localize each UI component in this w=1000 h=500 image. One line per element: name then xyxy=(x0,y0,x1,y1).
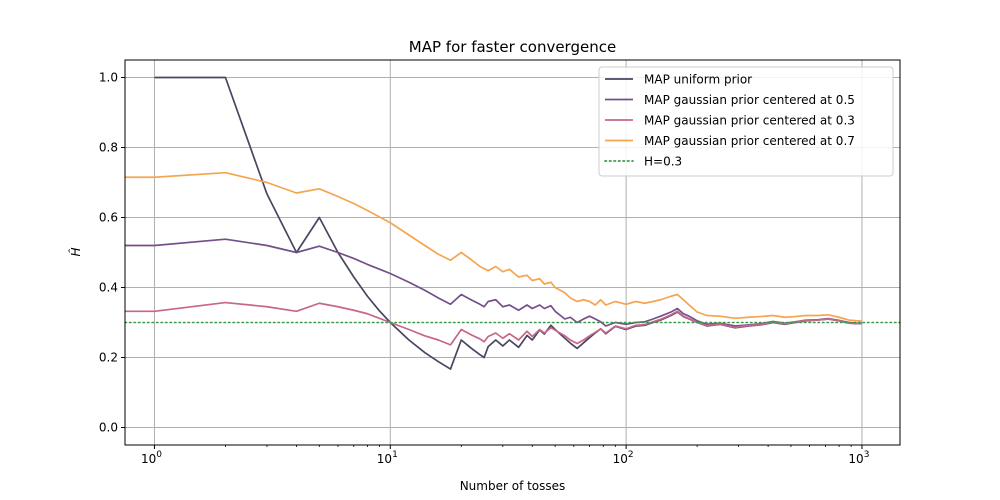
x-tick-exponent: 2 xyxy=(628,450,634,460)
x-axis-label: Number of tosses xyxy=(460,479,566,493)
legend-box xyxy=(598,66,894,177)
legend-entry-label: MAP gaussian prior centered at 0.7 xyxy=(644,134,855,148)
y-tick-label: 0.4 xyxy=(99,281,118,295)
y-tick-label: 0.0 xyxy=(99,421,118,435)
x-tick-base: 10 xyxy=(613,452,628,466)
legend-entry-label: MAP gaussian prior centered at 0.3 xyxy=(644,114,855,128)
legend: MAP uniform prior MAP gaussian prior cent… xyxy=(598,66,894,177)
axes-frame xyxy=(124,59,901,446)
y-tick-label: 0.2 xyxy=(99,351,118,365)
chart-title: MAP for faster convergence xyxy=(409,38,616,56)
legend-entry-label: MAP gaussian prior centered at 0.5 xyxy=(644,93,855,107)
x-tick-label: 103 xyxy=(848,450,869,466)
series-line-3 xyxy=(125,171,863,322)
x-tick-label: 101 xyxy=(377,450,398,466)
legend-entry-label: MAP uniform prior xyxy=(644,73,752,87)
x-tick-base: 10 xyxy=(377,452,392,466)
x-tick-exponent: 3 xyxy=(864,450,870,460)
y-tick-label: 0.6 xyxy=(99,211,118,225)
y-axis-label: Ĥ xyxy=(68,247,83,256)
y-tick-label: 1.0 xyxy=(99,71,118,85)
series-layer xyxy=(124,76,901,370)
legend-entry-label: H=0.3 xyxy=(644,155,682,169)
y-tick-label: 0.8 xyxy=(99,141,118,155)
series-line-2 xyxy=(125,301,862,346)
x-tick-label: 100 xyxy=(141,450,162,466)
x-tick-base: 10 xyxy=(141,452,156,466)
x-tick-exponent: 1 xyxy=(392,450,398,460)
x-tick-label: 102 xyxy=(613,450,634,466)
x-tick-base: 10 xyxy=(848,452,863,466)
x-tick-exponent: 0 xyxy=(156,450,162,460)
